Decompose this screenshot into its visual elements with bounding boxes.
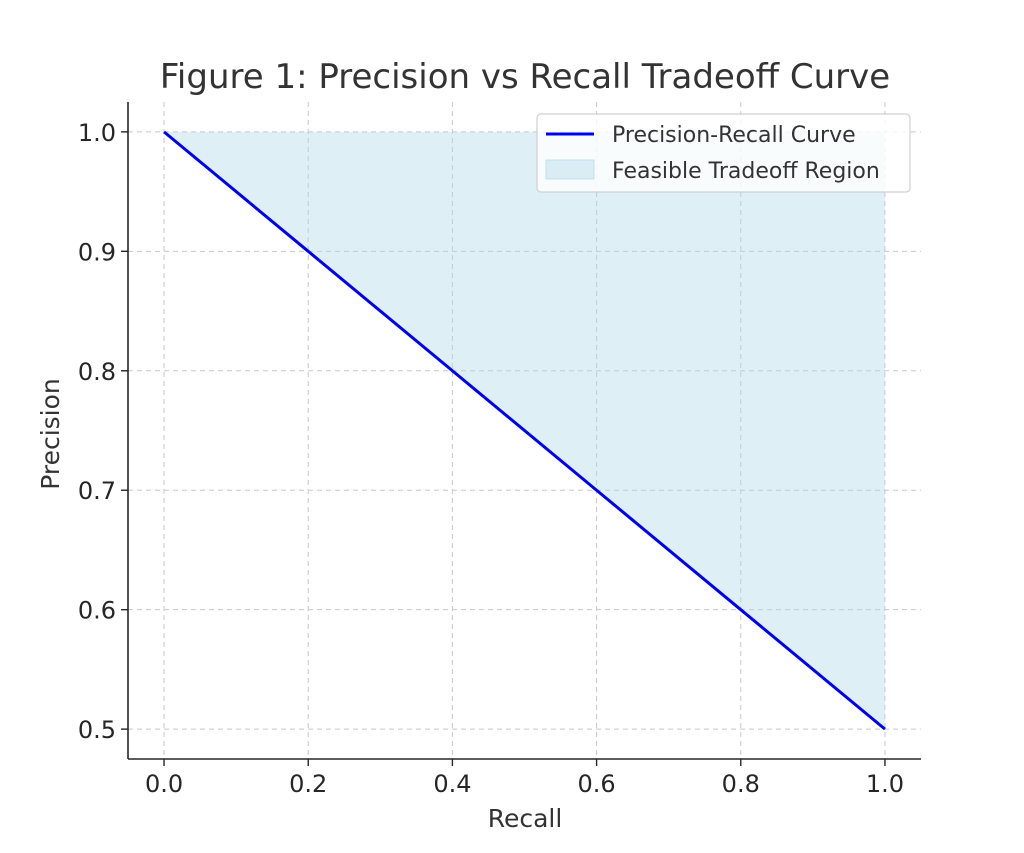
x-tick-label-3: 0.6: [578, 770, 616, 798]
legend-label-region: Feasible Tradeoff Region: [612, 159, 880, 184]
x-axis-ticks: 0.0 0.2 0.4 0.6 0.8 1.0: [145, 759, 904, 798]
x-tick-label-0: 0.0: [145, 770, 183, 798]
legend-box: [536, 113, 911, 193]
chart-title: Figure 1: Precision vs Recall Tradeoff C…: [160, 57, 890, 97]
grid-lines: [128, 102, 921, 759]
curve-layer: [163, 130, 886, 731]
x-tick-label-5: 1.0: [866, 770, 904, 798]
y-tick-label-2: 0.7: [78, 477, 116, 505]
x-axis-label: Recall: [488, 804, 563, 833]
legend-swatch-region: [545, 159, 595, 180]
axis-spines: [127, 102, 921, 760]
x-tick-label-2: 0.4: [433, 770, 471, 798]
legend-label-curve: Precision-Recall Curve: [612, 123, 856, 148]
y-axis-ticks: 0.5 0.6 0.7 0.8 0.9 1.0: [78, 119, 128, 744]
y-tick-label-0: 0.5: [78, 716, 116, 744]
y-tick-label-3: 0.8: [78, 358, 116, 386]
y-tick-label-1: 0.6: [78, 597, 116, 625]
precision-recall-curve: [163, 130, 886, 731]
y-tick-label-4: 0.9: [78, 238, 116, 266]
y-tick-label-5: 1.0: [78, 119, 116, 147]
legend: Precision-Recall Curve Feasible Tradeoff…: [536, 113, 911, 193]
x-tick-label-1: 0.2: [289, 770, 327, 798]
x-tick-label-4: 0.8: [722, 770, 760, 798]
y-axis-label: Precision: [36, 378, 65, 490]
